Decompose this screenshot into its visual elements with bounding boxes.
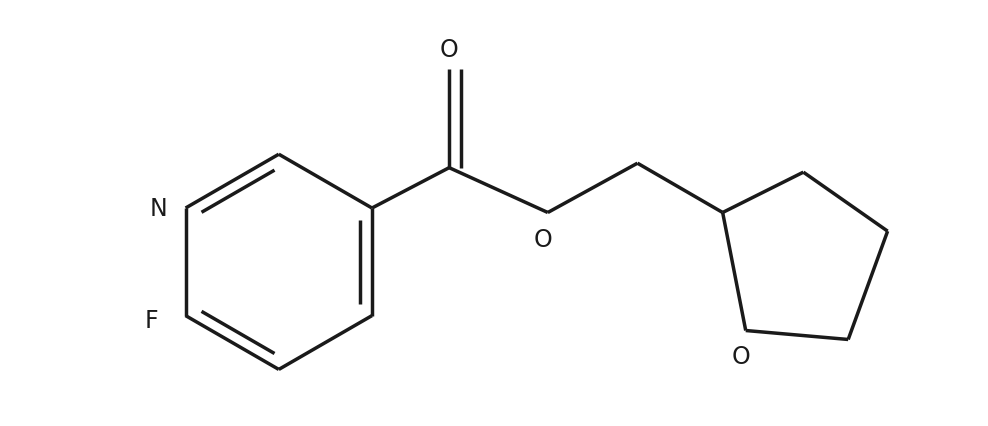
Text: O: O: [440, 38, 458, 62]
Text: O: O: [534, 228, 552, 252]
Text: F: F: [144, 308, 158, 332]
Text: N: N: [150, 196, 168, 221]
Text: O: O: [732, 344, 751, 368]
